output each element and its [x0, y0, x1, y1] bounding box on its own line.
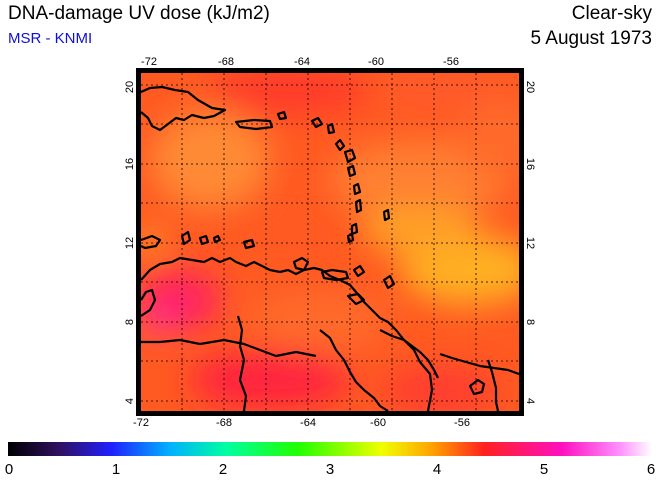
colorbar-label: 2 — [219, 461, 227, 478]
top-lon-ticks: -72 -68 -64 -60 -56 — [141, 56, 459, 68]
colorbar-label: 0 — [5, 461, 13, 478]
puerto-rico-coast — [234, 118, 274, 131]
map-title: DNA-damage UV dose (kJ/m2) — [8, 3, 270, 24]
date-label: 5 August 1973 — [530, 28, 653, 49]
left-lat-ticks: 4 8 12 16 20 — [124, 81, 136, 404]
lon-tick-top: -60 — [368, 56, 384, 68]
lat-tick-right: 12 — [524, 237, 536, 249]
trinidad-coast — [346, 292, 366, 306]
uv-dose-field — [141, 73, 519, 411]
lat-tick-right: 20 — [524, 81, 536, 93]
lon-tick-top: -64 — [294, 56, 310, 68]
guajira-coast — [141, 234, 162, 250]
colorbar — [8, 442, 652, 456]
colombia-venezuela-border — [141, 338, 317, 358]
margarita-coast — [320, 268, 350, 282]
lon-tick-bottom: -60 — [370, 417, 386, 429]
bottom-lon-ticks: -72 -68 -64 -60 -56 — [133, 417, 470, 429]
lon-tick-top: -72 — [141, 56, 157, 68]
colorbar-label: 1 — [112, 461, 120, 478]
lat-tick-left: 20 — [124, 81, 136, 93]
venezuela-coast — [141, 256, 439, 379]
colorbar-label: 5 — [540, 461, 548, 478]
lat-tick-left: 16 — [124, 158, 136, 170]
source-label: MSR - KNMI — [8, 30, 93, 47]
lon-tick-top: -56 — [443, 56, 459, 68]
lat-tick-right: 8 — [524, 319, 536, 325]
coastlines — [141, 85, 519, 411]
lat-tick-right: 4 — [524, 398, 536, 404]
lat-tick-left: 4 — [124, 398, 136, 404]
colorbar-label: 4 — [433, 461, 441, 478]
lon-tick-bottom: -56 — [454, 417, 470, 429]
lat-tick-left: 12 — [124, 237, 136, 249]
right-lat-ticks: 4 8 12 16 20 — [524, 81, 536, 404]
colorbar-label: 6 — [647, 461, 655, 478]
lon-tick-bottom: -64 — [300, 417, 316, 429]
lat-tick-right: 16 — [524, 158, 536, 170]
lat-tick-left: 8 — [124, 319, 136, 325]
colorbar-label: 3 — [326, 461, 334, 478]
hispaniola-coast — [141, 85, 227, 132]
lon-tick-bottom: -68 — [216, 417, 232, 429]
colorbar-labels: 0 1 2 3 4 5 6 — [5, 461, 655, 478]
condition-label: Clear-sky — [571, 3, 652, 24]
lon-tick-top: -68 — [218, 56, 234, 68]
lon-tick-bottom: -72 — [133, 417, 149, 429]
